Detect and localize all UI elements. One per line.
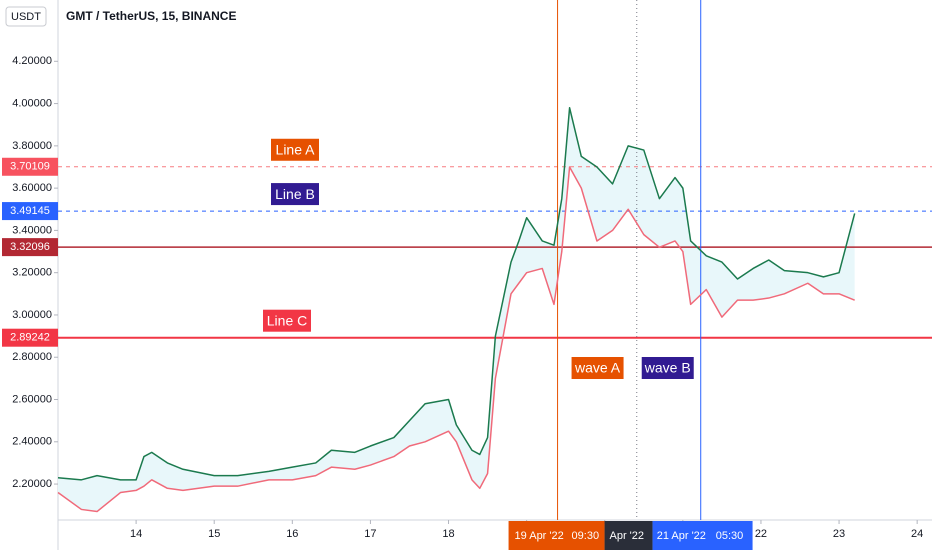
level-price-box (2, 157, 58, 176)
x-tick-label: 23 (833, 528, 845, 540)
level-price-label: 2.89242 (10, 332, 50, 344)
time-label: 09:30 (572, 530, 600, 542)
price-line (57, 107, 856, 481)
vline-name-box (571, 357, 624, 379)
currency-box[interactable] (5, 6, 47, 27)
date-box (652, 521, 753, 550)
band-fill (58, 107, 855, 512)
x-tick-label: 15 (208, 528, 220, 540)
date-box (604, 521, 653, 550)
x-tick-label: 14 (130, 528, 142, 540)
y-tick-label: 3.80000 (12, 140, 52, 152)
y-tick-label: 3.20000 (12, 267, 52, 279)
level-name-box (271, 138, 319, 161)
y-tick-label: 3.40000 (12, 224, 52, 236)
x-tick-label: 22 (755, 528, 767, 540)
level-name-box (263, 309, 311, 332)
vline-name: wave A (574, 360, 621, 376)
y-tick-label: 4.00000 (12, 97, 52, 109)
chart-title: GMT / TetherUS, 15, BINANCE (66, 9, 236, 23)
date-label: Apr '22 (610, 530, 645, 542)
x-tick-label: 17 (364, 528, 376, 540)
y-tick-label: 3.60000 (12, 182, 52, 194)
y-tick-label: 2.40000 (12, 436, 52, 448)
level-price-label: 3.32096 (10, 241, 50, 253)
date-box (508, 521, 605, 550)
level-price-label: 3.49145 (10, 205, 50, 217)
level-price-box (2, 238, 58, 257)
vline-name-box (641, 357, 694, 379)
level-price-box (2, 328, 58, 347)
level-price-box (2, 202, 58, 221)
y-tick-label: 2.20000 (12, 478, 52, 490)
y-tick-label: 3.00000 (12, 309, 52, 321)
y-tick-label: 2.60000 (12, 393, 52, 405)
currency[interactable]: USDT (11, 11, 41, 23)
vline-name: wave B (644, 360, 691, 376)
x-tick-label: 24 (911, 528, 923, 540)
x-tick-label: 16 (286, 528, 298, 540)
price-line (57, 166, 855, 513)
y-tick-label: 4.20000 (12, 55, 52, 67)
level-name: Line B (275, 186, 315, 202)
time-label: 05:30 (716, 530, 744, 542)
level-name: Line C (267, 312, 307, 328)
date-label: 21 Apr '22 (657, 530, 706, 542)
level-name-box (271, 183, 319, 206)
level-price-label: 3.70109 (10, 161, 50, 173)
y-tick-label: 2.80000 (12, 351, 52, 363)
date-label: 19 Apr '22 (515, 530, 564, 542)
x-tick-label: 18 (442, 528, 454, 540)
level-name: Line A (276, 141, 316, 157)
